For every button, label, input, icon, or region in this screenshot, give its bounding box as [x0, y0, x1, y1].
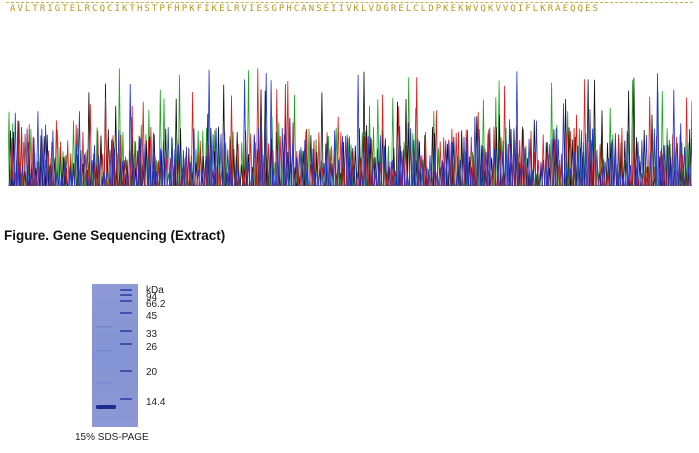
sequence-strip: AVLTRIGTELRCQCIKTHSTPFHPKFIKELRVIESGPHCA…: [0, 0, 699, 16]
ladder-band: [120, 289, 132, 291]
trace-peaks: [10, 69, 692, 186]
faint-band: [96, 326, 112, 328]
ladder-band: [120, 312, 132, 314]
ladder-band: [120, 330, 132, 332]
faint-band: [96, 350, 112, 352]
sds-page-gel-image: [92, 284, 138, 427]
chromatogram-trace: [8, 68, 692, 186]
marker-label-26: 26: [146, 342, 158, 353]
marker-label-20: 20: [146, 367, 158, 378]
ladder-band: [120, 370, 132, 372]
marker-label-94: 94: [146, 292, 158, 303]
figure-caption: Figure. Gene Sequencing (Extract): [4, 228, 226, 243]
marker-label-66: 66.2: [146, 299, 166, 310]
ladder-band: [120, 294, 132, 296]
sequence-text: AVLTRIGTELRCQCIKTHSTPFHPKFIKELRVIESGPHCA…: [10, 4, 601, 14]
ladder-band: [120, 398, 132, 400]
faint-band: [96, 382, 112, 384]
marker-label-45: 45: [146, 311, 158, 322]
marker-label-14: 14.4: [146, 397, 166, 408]
ladder-band: [120, 343, 132, 345]
sequence-dashes: [6, 2, 693, 4]
gel-caption: 15% SDS-PAGE: [75, 432, 149, 443]
sample-band: [96, 405, 116, 409]
trace-peaks: [10, 68, 692, 186]
ladder-band: [120, 300, 132, 302]
marker-unit-label: kDa: [146, 285, 164, 296]
marker-label-33: 33: [146, 329, 158, 340]
